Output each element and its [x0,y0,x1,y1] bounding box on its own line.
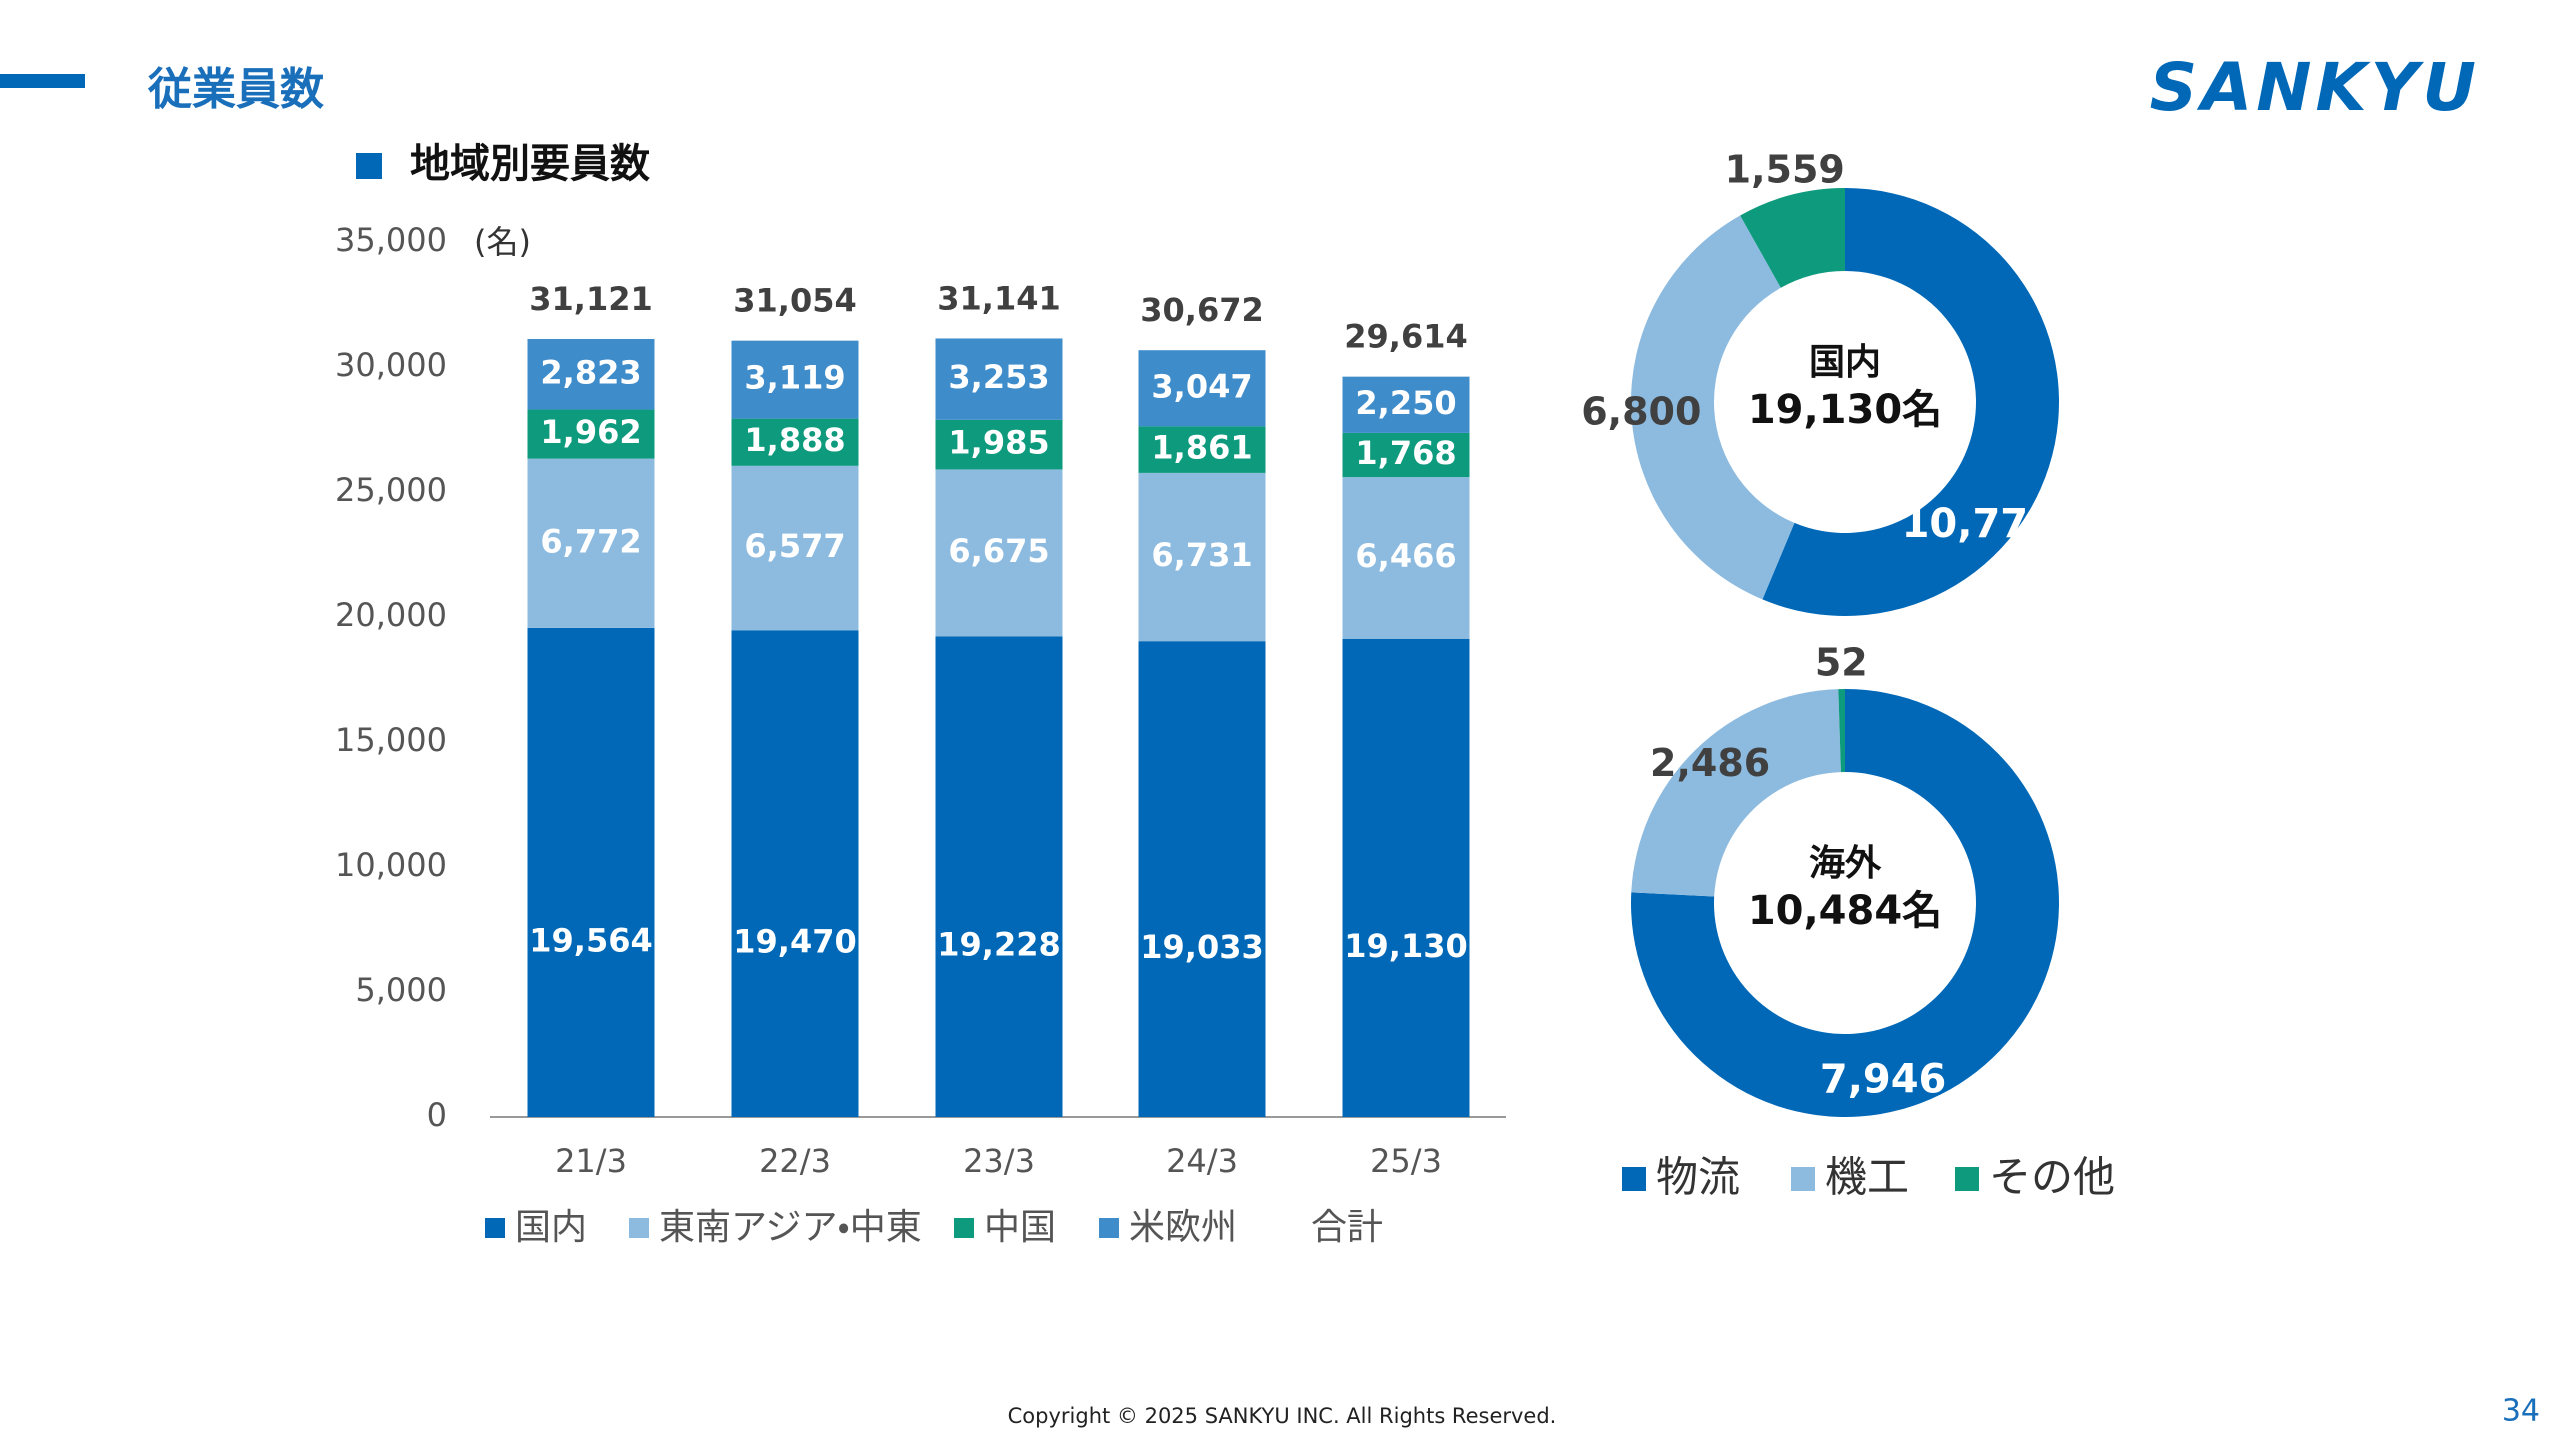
legend-swatch [629,1218,649,1238]
legend-swatch [485,1218,505,1238]
bar-segment [935,636,1063,1117]
bar-segment [935,338,1063,420]
header-accent [0,74,85,88]
x-tick-label: 23/3 [963,1142,1035,1180]
bar-segment [527,627,655,1117]
donut-value-label: 10,771 [1902,501,2056,547]
copyright: Copyright © 2025 SANKYU INC. All Rights … [1008,1404,1557,1428]
legend-label: 米欧州 [1129,1207,1237,1248]
donut-center-label: 海外 [1809,843,1882,884]
value-label: 19,130 [1344,927,1467,965]
x-tick-label: 24/3 [1166,1142,1238,1180]
y-tick-label: 20,000 [335,596,447,634]
x-tick-label: 25/3 [1370,1142,1442,1180]
value-label: 19,033 [1140,928,1263,966]
legend-label: 物流 [1656,1153,1740,1202]
value-label: 1,962 [540,413,641,451]
y-tick-label: 25,000 [335,471,447,509]
value-label: 1,888 [744,421,845,459]
value-label: 1,985 [948,424,1049,462]
value-label: 6,466 [1355,537,1456,575]
legend-swatch [1791,1167,1815,1191]
bar-segment [1138,426,1266,473]
donut-center-label: 国内 [1809,342,1881,383]
bar-segment [527,338,655,410]
bar-segment [731,340,859,419]
donut-segment [1631,689,1841,897]
donut-segment [1630,689,2059,1117]
bar-segment [731,465,859,631]
legend-label: 機工 [1825,1153,1909,1202]
page-number: 34 [2502,1394,2540,1429]
unit-label: (名) [474,223,531,261]
legend-label: 東南アジア・中東 [659,1207,922,1248]
x-tick-label: 21/3 [555,1142,627,1180]
page-title: 従業員数 [147,64,324,115]
y-tick-label: 10,000 [335,846,447,884]
legend-label: その他 [1989,1153,2115,1202]
value-label: 19,470 [733,923,856,961]
y-tick-label: 15,000 [335,721,447,759]
total-label: 29,614 [1344,318,1467,356]
section-marker [356,153,382,179]
legend-swatch [1955,1167,1979,1191]
legend-label: 合計 [1311,1207,1383,1248]
value-label: 2,250 [1355,384,1456,422]
donut-segment [1740,188,1845,288]
value-label: 6,675 [948,532,1049,570]
value-label: 1,768 [1355,434,1456,472]
legend-label: 中国 [984,1207,1056,1248]
donut-segment [1762,188,2059,616]
bar-segment [1342,477,1470,639]
donut-center-total: 19,130名 [1748,387,1942,433]
donut-value-label: 52 [1815,641,1868,685]
value-label: 19,564 [529,921,652,959]
donut-segment [1838,688,1845,773]
value-label: 1,861 [1151,429,1252,467]
bar-segment [935,469,1063,637]
bar-segment [1138,641,1266,1117]
legend-swatch [1099,1218,1119,1238]
legend-label: 国内 [515,1207,587,1248]
bar-segment [1342,638,1470,1117]
value-label: 6,577 [744,527,845,565]
donut-value-label: 6,800 [1581,389,1701,433]
bar-segment [1138,472,1266,642]
y-tick-label: 30,000 [335,346,447,384]
bar-segment [731,630,859,1117]
value-label: 19,228 [937,926,1060,964]
donut-center-total: 10,484名 [1748,888,1942,934]
logo: SANKYU [2150,49,2480,126]
donut-value-label: 1,559 [1725,147,1845,191]
value-label: 3,253 [948,358,1049,396]
total-label: 31,054 [733,282,856,320]
donut-value-label: 7,946 [1820,1056,1947,1102]
total-label: 30,672 [1140,291,1263,329]
y-tick-label: 5,000 [355,971,447,1009]
donut-value-label: 2,486 [1650,741,1770,785]
chart-title: 地域別要員数 [410,141,650,187]
value-label: 3,119 [744,359,845,397]
total-label: 31,141 [937,279,1060,317]
y-tick-label: 0 [427,1096,447,1134]
value-label: 3,047 [1151,367,1252,405]
bar-segment [1138,350,1266,427]
value-label: 6,731 [1151,536,1252,574]
legend-swatch [1622,1167,1646,1191]
value-label: 2,823 [540,353,641,391]
value-label: 6,772 [540,522,641,560]
y-tick-label: 35,000 [335,221,447,259]
legend-swatch [954,1218,974,1238]
bar-segment [935,419,1063,470]
bar-segment [527,409,655,459]
bar-segment [527,458,655,628]
total-label: 31,121 [529,280,652,318]
x-tick-label: 22/3 [759,1142,831,1180]
bar-segment [731,418,859,466]
bar-segment [1342,376,1470,433]
bar-segment [1342,432,1470,478]
donut-segment [1630,215,1795,600]
